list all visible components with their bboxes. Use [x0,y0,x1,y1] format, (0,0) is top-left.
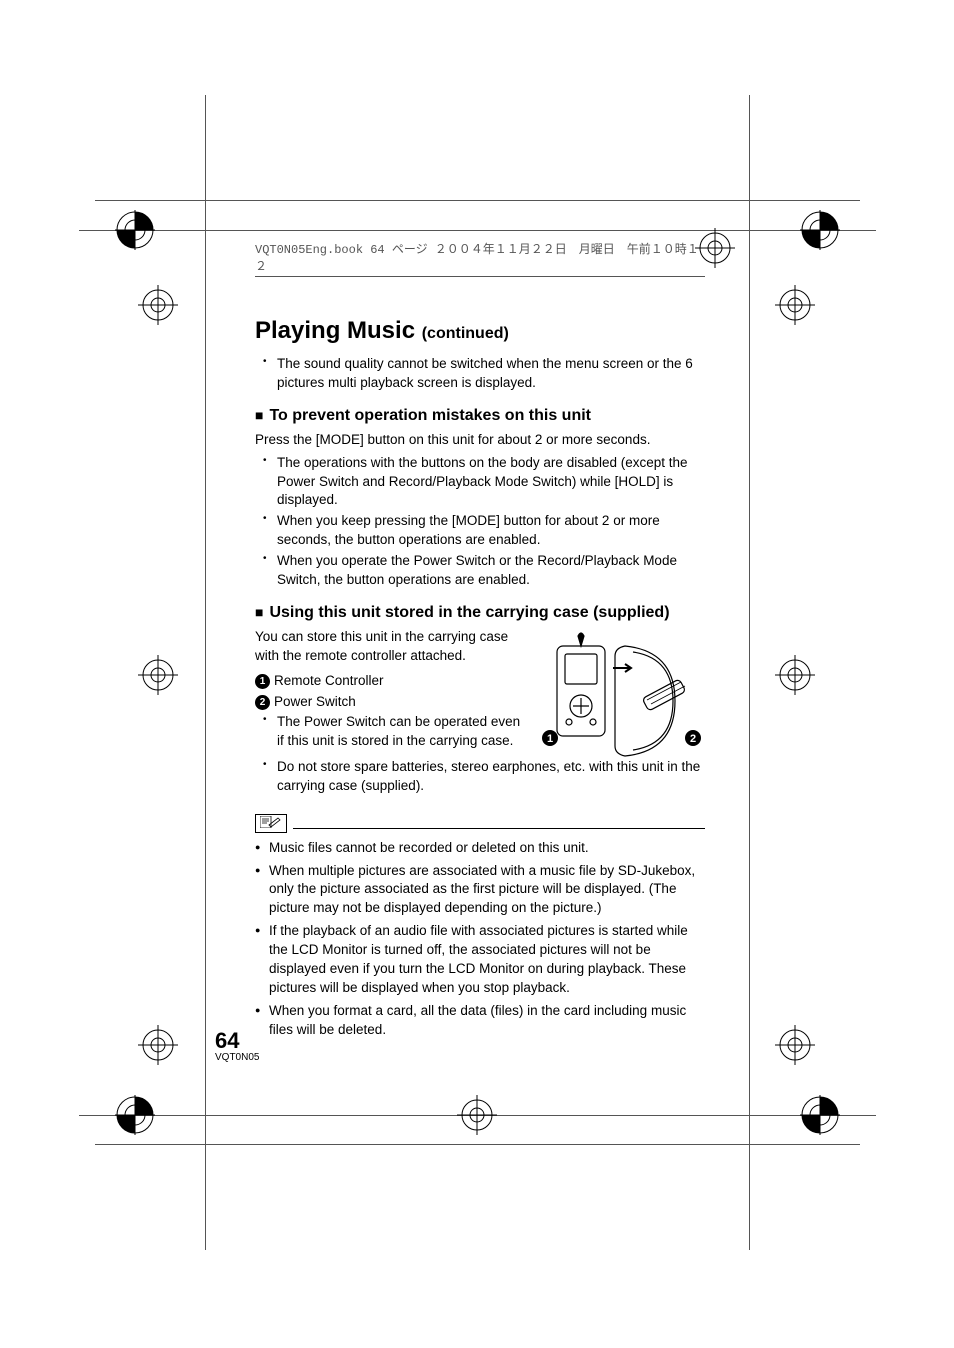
crop-line-top [79,230,876,231]
doc-header: VQT0N05Eng.book 64 ページ ２００４年１１月２２日 月曜日 午… [255,240,705,277]
notes-list: Music files cannot be recorded or delete… [255,839,705,1040]
list-item: When multiple pictures are associated wi… [269,862,705,919]
registration-mark-icon [115,1095,155,1135]
registration-mark-icon [800,1095,840,1135]
title-main: Playing Music [255,317,415,344]
device-illustration-icon: 1 2 [535,628,705,758]
square-bullet-icon: ■ [255,604,263,620]
square-bullet-icon: ■ [255,407,263,423]
registration-mark-icon [775,655,815,695]
registration-mark-icon [775,1025,815,1065]
list-item: If the playback of an audio file with as… [269,922,705,998]
label-row: 2 Power Switch [255,691,525,713]
registration-mark-icon [800,210,840,250]
note-rule [293,828,705,829]
svg-text:1: 1 [547,733,553,745]
registration-mark-icon [115,210,155,250]
page-number-value: 64 [215,1028,239,1053]
label-text: Power Switch [274,694,356,709]
svg-text:2: 2 [690,733,696,745]
intro-list: The sound quality cannot be switched whe… [255,355,705,393]
heading-text: To prevent operation mistakes on this un… [269,407,591,424]
circled-number-icon: 2 [255,695,270,710]
label-text: Remote Controller [274,673,384,688]
list-item: When you format a card, all the data (fi… [269,1002,705,1040]
registration-mark-icon [775,285,815,325]
list-item: Music files cannot be recorded or delete… [269,839,705,858]
section-list: The operations with the buttons on the b… [255,454,705,590]
list-item: The sound quality cannot be switched whe… [277,355,705,393]
heading-text: Using this unit stored in the carrying c… [269,604,669,621]
circled-number-icon: 1 [255,674,270,689]
list-item: The operations with the buttons on the b… [277,454,705,511]
registration-mark-icon [457,1095,497,1135]
note-icon-box [255,814,287,833]
list-item: When you operate the Power Switch or the… [277,552,705,590]
carrying-case-figure: 1 2 [535,628,705,758]
registration-mark-icon [138,655,178,695]
section-heading: ■ Using this unit stored in the carrying … [255,604,705,622]
title-continued: (continued) [422,325,509,342]
registration-mark-icon [138,285,178,325]
list-item: The Power Switch can be operated even if… [277,713,525,751]
list-item: Do not store spare batteries, stereo ear… [277,758,705,796]
registration-mark-icon [695,228,735,268]
page-code: VQT0N05 [215,1052,259,1063]
page-content: VQT0N05Eng.book 64 ページ ２００４年１１月２２日 月曜日 午… [255,240,705,1044]
registration-mark-icon [138,1025,178,1065]
section-lead: You can store this unit in the carrying … [255,628,525,666]
section-heading: ■ To prevent operation mistakes on this u… [255,407,705,425]
list-item: When you keep pressing the [MODE] button… [277,512,705,550]
label-row: 1 Remote Controller [255,670,525,692]
section-lead: Press the [MODE] button on this unit for… [255,431,705,450]
section-list: The Power Switch can be operated even if… [255,713,525,751]
page-title: Playing Music (continued) [255,317,705,345]
note-pencil-icon [260,816,282,828]
section-list: Do not store spare batteries, stereo ear… [255,758,705,796]
page-number: 64 VQT0N05 [215,1028,259,1063]
carrying-case-text: You can store this unit in the carrying … [255,628,525,755]
carrying-case-row: You can store this unit in the carrying … [255,628,705,758]
